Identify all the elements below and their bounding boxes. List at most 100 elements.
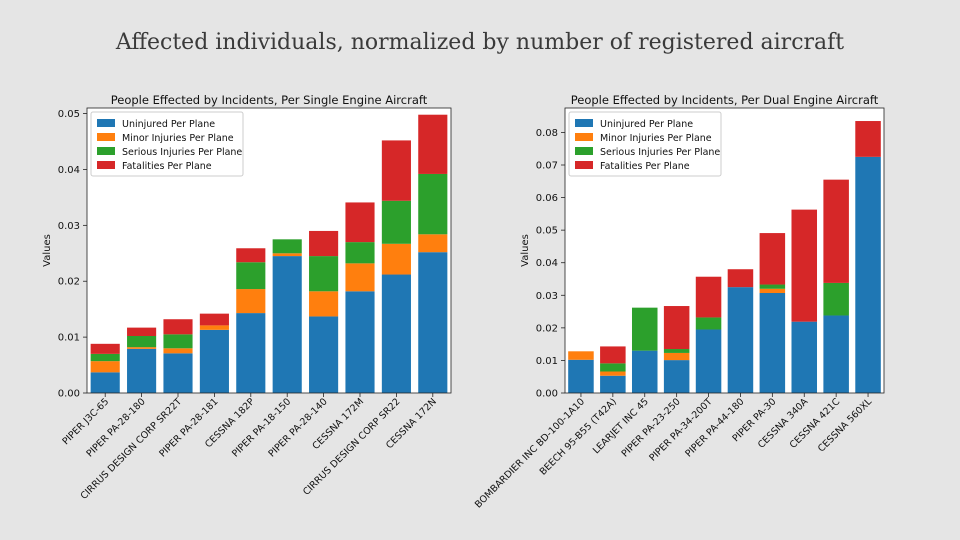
bar-uninjured-per-plane-beech-95-b55-t42a — [600, 375, 626, 393]
y-tick-label: 0.06 — [536, 193, 558, 204]
bar-serious-injuries-per-plane-cessna-172n — [418, 173, 448, 235]
bar-serious-injuries-per-plane-cessna-172m — [345, 242, 375, 264]
y-tick-label: 0.00 — [58, 389, 80, 400]
legend-label: Uninjured Per Plane — [122, 119, 215, 130]
y-tick-label: 0.05 — [536, 226, 558, 237]
y-tick-label: 0.01 — [58, 333, 80, 344]
bar-serious-injuries-per-plane-piper-pa-23-250 — [663, 349, 690, 353]
bar-serious-injuries-per-plane-cirrus-design-corp-sr22 — [381, 200, 411, 244]
legend-label: Serious Injuries Per Plane — [122, 147, 242, 158]
bar-fatalities-per-plane-cessna-172m — [345, 202, 375, 243]
bar-uninjured-per-plane-piper-pa-28-180 — [127, 348, 157, 393]
legend-label: Uninjured Per Plane — [600, 119, 693, 130]
bar-minor-injuries-per-plane-piper-pa-30 — [759, 288, 786, 294]
y-tick-label: 0.03 — [58, 221, 80, 232]
bar-minor-injuries-per-plane-cirrus-design-corp-sr22 — [381, 243, 411, 275]
legend-swatch-fatalities-per-plane — [97, 161, 115, 169]
legend-swatch-serious-injuries-per-plane — [575, 147, 593, 155]
y-tick-label: 0.01 — [536, 356, 558, 367]
bar-uninjured-per-plane-cirrus-design-corp-sr22 — [381, 274, 411, 393]
bar-minor-injuries-per-plane-piper-pa-28-140 — [309, 291, 339, 317]
bar-serious-injuries-per-plane-cirrus-design-corp-sr22t — [163, 334, 193, 349]
bar-minor-injuries-per-plane-piper-pa-28-181 — [199, 325, 229, 330]
y-tick-label: 0.04 — [58, 165, 80, 176]
bar-uninjured-per-plane-piper-j3c-65 — [90, 372, 120, 393]
bar-uninjured-per-plane-cessna-421c — [823, 315, 849, 393]
bar-serious-injuries-per-plane-cessna-182p — [236, 262, 266, 290]
x-tick-label: PIPER PA-44-180 — [683, 396, 746, 459]
x-tick-label: LEARJET INC 45 — [591, 396, 651, 456]
bar-minor-injuries-per-plane-bombardier-inc-bd-100-1a10 — [568, 351, 594, 360]
bar-minor-injuries-per-plane-cessna-172m — [345, 263, 375, 292]
bar-fatalities-per-plane-beech-95-b55-t42a — [600, 346, 626, 364]
plot-frame — [86, 107, 452, 394]
legend-box — [90, 111, 244, 177]
bar-fatalities-per-plane-cessna-340a — [791, 209, 818, 322]
bar-minor-injuries-per-plane-beech-95-b55-t42a — [600, 371, 626, 376]
bar-uninjured-per-plane-cessna-340a — [791, 321, 818, 393]
legend-label: Fatalities Per Plane — [600, 161, 690, 172]
bar-uninjured-per-plane-piper-pa-34-200t — [695, 329, 722, 393]
bar-serious-injuries-per-plane-piper-j3c-65 — [90, 353, 120, 362]
y-axis-label: Values — [42, 234, 53, 267]
chart-title: People Effected by Incidents, Per Dual E… — [571, 93, 879, 107]
bar-fatalities-per-plane-piper-pa-28-181 — [199, 313, 229, 326]
y-tick-label: 0.05 — [58, 109, 80, 120]
bar-uninjured-per-plane-piper-pa-28-140 — [309, 316, 339, 393]
bar-minor-injuries-per-plane-cirrus-design-corp-sr22t — [163, 348, 193, 354]
slide-title: Affected individuals, normalized by numb… — [115, 30, 845, 55]
bar-uninjured-per-plane-bombardier-inc-bd-100-1a10 — [568, 359, 594, 393]
legend-label: Serious Injuries Per Plane — [600, 147, 720, 158]
bar-uninjured-per-plane-learjet-inc-45 — [631, 350, 658, 393]
bar-serious-injuries-per-plane-beech-95-b55-t42a — [600, 363, 626, 372]
bar-minor-injuries-per-plane-cessna-172n — [418, 234, 448, 253]
bar-serious-injuries-per-plane-cessna-421c — [823, 282, 849, 316]
legend-swatch-minor-injuries-per-plane — [575, 133, 593, 141]
bar-uninjured-per-plane-piper-pa-28-181 — [199, 329, 229, 393]
x-tick-label: BOMBARDIER INC BD-100-1A10 — [473, 396, 587, 510]
y-tick-label: 0.04 — [536, 258, 558, 269]
legend-label: Minor Injuries Per Plane — [600, 133, 712, 144]
legend-swatch-serious-injuries-per-plane — [97, 147, 115, 155]
bar-minor-injuries-per-plane-piper-pa-23-250 — [663, 352, 690, 361]
bar-uninjured-per-plane-piper-pa-23-250 — [663, 360, 690, 393]
legend-swatch-fatalities-per-plane — [575, 161, 593, 169]
bar-fatalities-per-plane-piper-pa-44-180 — [727, 269, 754, 288]
bar-serious-injuries-per-plane-piper-pa-18-150 — [272, 239, 302, 254]
bar-fatalities-per-plane-piper-j3c-65 — [90, 343, 120, 354]
bar-uninjured-per-plane-cessna-172m — [345, 291, 375, 393]
y-tick-label: 0.07 — [536, 161, 558, 172]
bar-serious-injuries-per-plane-learjet-inc-45 — [631, 307, 658, 351]
bar-uninjured-per-plane-cirrus-design-corp-sr22t — [163, 353, 193, 393]
bar-uninjured-per-plane-cessna-182p — [236, 313, 266, 393]
bar-minor-injuries-per-plane-piper-pa-18-150 — [272, 253, 302, 257]
bar-fatalities-per-plane-piper-pa-34-200t — [695, 276, 722, 318]
bar-minor-injuries-per-plane-cessna-182p — [236, 289, 266, 314]
bar-fatalities-per-plane-cessna-172n — [418, 114, 448, 174]
plot-frame — [564, 107, 885, 394]
bar-uninjured-per-plane-piper-pa-18-150 — [272, 256, 302, 393]
legend-label: Minor Injuries Per Plane — [122, 133, 234, 144]
bar-uninjured-per-plane-piper-pa-30 — [759, 293, 786, 393]
bar-fatalities-per-plane-cessna-182p — [236, 248, 266, 263]
bar-serious-injuries-per-plane-piper-pa-34-200t — [695, 317, 722, 330]
bar-uninjured-per-plane-piper-pa-44-180 — [727, 287, 754, 393]
x-tick-label: PIPER PA-23-250 — [620, 396, 683, 459]
chart-title: People Effected by Incidents, Per Single… — [111, 93, 428, 107]
bar-uninjured-per-plane-cessna-560xl — [855, 156, 881, 393]
bar-minor-injuries-per-plane-piper-j3c-65 — [90, 361, 120, 373]
y-tick-label: 0.02 — [58, 277, 80, 288]
bar-fatalities-per-plane-cessna-421c — [823, 179, 849, 283]
bar-minor-injuries-per-plane-piper-pa-28-180 — [127, 347, 157, 349]
bar-fatalities-per-plane-cirrus-design-corp-sr22 — [381, 140, 411, 201]
bar-fatalities-per-plane-piper-pa-30 — [759, 233, 786, 285]
y-axis-label: Values — [520, 234, 531, 267]
bar-serious-injuries-per-plane-piper-pa-30 — [759, 284, 786, 289]
bar-fatalities-per-plane-piper-pa-28-140 — [309, 230, 339, 257]
bar-serious-injuries-per-plane-piper-pa-28-140 — [309, 256, 339, 292]
legend-swatch-uninjured-per-plane — [97, 119, 115, 127]
y-tick-label: 0.00 — [536, 389, 558, 400]
bar-serious-injuries-per-plane-piper-pa-28-180 — [127, 336, 157, 348]
chart-2: People Effected by Incidents, Per Dual E… — [473, 93, 885, 510]
